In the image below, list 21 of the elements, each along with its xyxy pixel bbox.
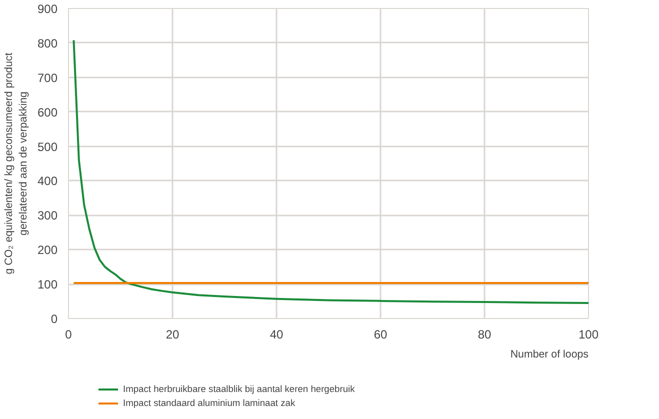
legend-label: Impact standaard aluminium laminaat zak	[123, 397, 296, 409]
y-tick-label: 400	[37, 174, 58, 188]
y-tick-label: 700	[37, 70, 58, 85]
x-tick-label: 0	[65, 328, 72, 342]
x-tick-label: 20	[166, 328, 180, 342]
y-tick-label: 600	[37, 105, 58, 120]
y-tick-label: 200	[37, 243, 58, 258]
y-tick-label: 300	[37, 208, 58, 223]
x-tick-label: 60	[374, 328, 388, 342]
legend-label: Impact herbruikbare staalblik bij aantal keren hergebruik	[123, 383, 355, 395]
y-tick-label: 800	[37, 36, 58, 50]
x-tick-label: 80	[478, 328, 492, 342]
x-tick-label: 40	[270, 328, 284, 342]
x-axis-title: Number of loops	[510, 348, 589, 360]
y-tick-label: 500	[37, 140, 58, 154]
x-tick-label: 100	[578, 328, 599, 342]
y-axis-title: g CO₂ equivalenten/ kg geconsumeerd product gerelateerd aan de verpakking	[3, 52, 30, 274]
y-tick-label: 100	[37, 278, 58, 292]
line-series	[72, 39, 588, 304]
y-tick-label: 0	[50, 312, 58, 326]
y-tick-label: 900	[37, 2, 58, 16]
